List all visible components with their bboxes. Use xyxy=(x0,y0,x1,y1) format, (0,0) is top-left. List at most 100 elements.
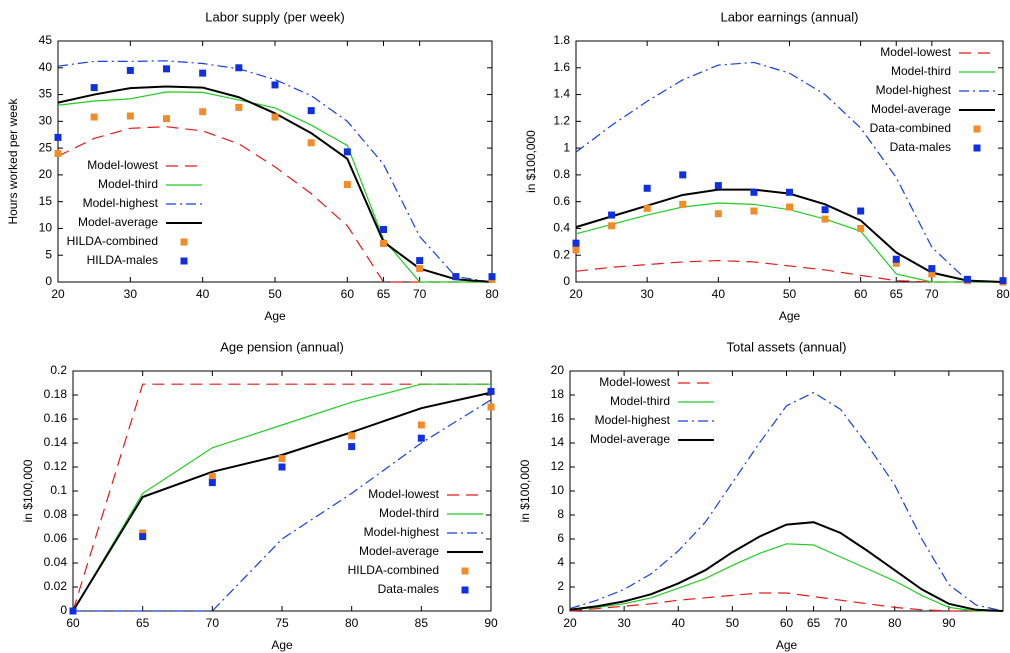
x-tick-label: 30 xyxy=(124,287,138,301)
data-point xyxy=(892,255,900,263)
y-tick-label: 0.04 xyxy=(44,555,68,569)
data-point xyxy=(199,108,207,116)
legend-label: Model-average xyxy=(871,102,951,116)
y-tick-label: 0.4 xyxy=(553,221,570,235)
x-tick-label: 50 xyxy=(726,616,740,630)
data-point xyxy=(786,188,793,196)
legend-swatch xyxy=(461,567,469,575)
y-tick-label: 0.02 xyxy=(44,579,68,593)
data-point xyxy=(928,270,936,278)
data-point xyxy=(416,265,424,273)
legend-label: Model-average xyxy=(78,215,158,229)
x-tick-label: 40 xyxy=(712,287,726,301)
data-point xyxy=(750,207,758,215)
series-line xyxy=(575,188,1004,283)
series-line xyxy=(73,399,492,612)
data-point xyxy=(928,265,936,273)
series-line xyxy=(575,259,1003,283)
legend-label: Data-males xyxy=(378,582,439,596)
x-tick-label: 70 xyxy=(834,616,848,630)
x-tick-label: 60 xyxy=(341,287,355,301)
y-tick-label: 20 xyxy=(39,167,53,181)
data-point xyxy=(679,171,687,179)
data-point xyxy=(343,181,351,189)
y-tick-label: 0.8 xyxy=(553,167,570,181)
y-axis-label: in $100,000 xyxy=(518,459,532,522)
y-tick-label: 1 xyxy=(563,140,570,154)
x-tick-label: 65 xyxy=(136,616,150,630)
legend-label: Model-third xyxy=(610,394,670,408)
x-tick-label: 80 xyxy=(996,287,1010,301)
x-tick-label: 20 xyxy=(569,287,583,301)
y-tick-label: 6 xyxy=(557,531,564,545)
data-point xyxy=(999,277,1007,285)
legend-label: Model-average xyxy=(590,432,670,446)
legend-swatch xyxy=(973,144,981,152)
legend-swatch xyxy=(973,125,981,133)
chart-title: Labor supply (per week) xyxy=(205,9,344,24)
data-point xyxy=(572,246,580,254)
x-tick-label: 20 xyxy=(563,616,577,630)
y-tick-label: 0.16 xyxy=(44,411,68,425)
x-axis-label: Age xyxy=(264,309,286,323)
legend-label: Model-third xyxy=(891,64,951,78)
x-axis-label: Age xyxy=(779,309,801,323)
y-tick-label: 40 xyxy=(39,60,53,74)
y-tick-label: 0 xyxy=(557,603,564,617)
y-tick-label: 10 xyxy=(39,221,53,235)
legend-label: Model-lowest xyxy=(599,375,670,389)
x-tick-label: 40 xyxy=(196,287,210,301)
legend-label: Data-combined xyxy=(870,121,951,135)
y-tick-label: 0.06 xyxy=(44,531,68,545)
legend-swatch xyxy=(180,257,188,265)
x-tick-label: 85 xyxy=(415,616,429,630)
legend-label: Model-lowest xyxy=(368,487,439,501)
y-tick-label: 8 xyxy=(557,507,564,521)
data-point xyxy=(416,257,424,265)
y-tick-label: 0.6 xyxy=(553,194,570,208)
data-point xyxy=(417,421,425,429)
x-tick-label: 40 xyxy=(672,616,686,630)
series-line xyxy=(575,61,1004,283)
x-tick-label: 20 xyxy=(51,287,65,301)
legend-label: Model-third xyxy=(379,506,439,520)
data-point xyxy=(417,434,425,442)
legend-label: Model-lowest xyxy=(880,45,951,59)
data-point xyxy=(307,107,315,115)
y-tick-label: 25 xyxy=(39,140,53,154)
data-point xyxy=(271,81,279,89)
y-tick-label: 45 xyxy=(39,33,53,47)
y-axis-label: Hours worked per week xyxy=(6,97,20,224)
legend-label: Model-highest xyxy=(595,413,671,427)
data-point xyxy=(54,149,62,157)
legend-label: Model-highest xyxy=(364,525,440,539)
legend-label: Model-highest xyxy=(876,83,952,97)
data-point xyxy=(348,443,356,451)
y-tick-label: 15 xyxy=(39,194,53,208)
data-point xyxy=(139,529,147,537)
data-point xyxy=(487,403,495,411)
y-tick-label: 0.08 xyxy=(44,507,68,521)
data-point xyxy=(90,84,98,92)
series-line xyxy=(575,202,1003,283)
y-axis-label: in $100,000 xyxy=(21,459,35,522)
y-tick-label: 0 xyxy=(563,274,570,288)
data-point xyxy=(679,200,687,208)
data-point xyxy=(857,207,865,215)
y-tick-label: 0 xyxy=(60,603,67,617)
data-point xyxy=(714,182,722,190)
y-tick-label: 5 xyxy=(45,247,52,261)
data-point xyxy=(643,204,651,212)
x-tick-label: 70 xyxy=(925,287,939,301)
data-point xyxy=(343,148,351,156)
data-point xyxy=(714,210,722,218)
x-axis-label: Age xyxy=(776,638,798,652)
data-point xyxy=(380,226,387,234)
legend-label: Model-lowest xyxy=(87,158,158,172)
y-tick-label: 1.6 xyxy=(553,60,570,74)
data-point xyxy=(90,113,98,121)
data-point xyxy=(608,222,616,230)
data-point xyxy=(126,66,134,74)
y-tick-label: 2 xyxy=(557,579,564,593)
